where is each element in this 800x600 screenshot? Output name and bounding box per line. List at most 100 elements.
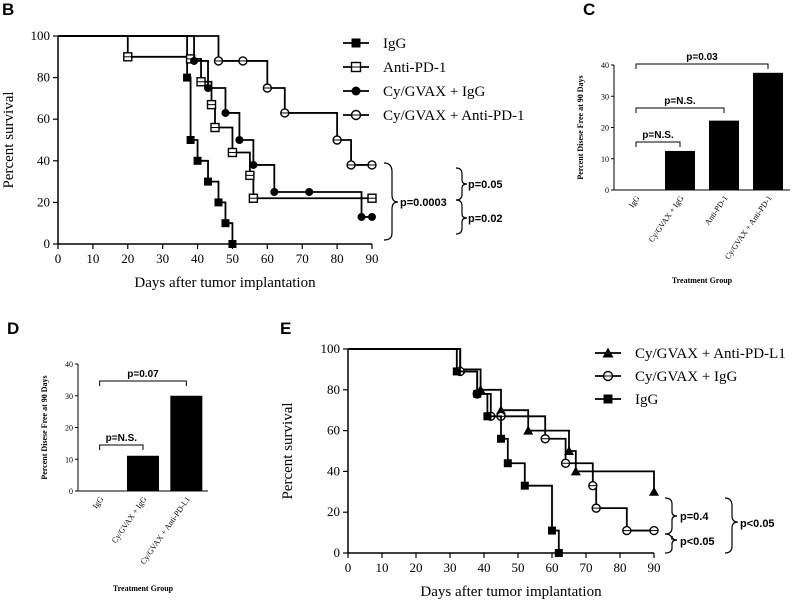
- x-tick-label: IgG: [627, 194, 642, 210]
- series-line-cy-gvax-anti-pd-l1: [348, 348, 655, 492]
- y-tick-label: 20: [65, 424, 73, 433]
- x-tick-label: 0: [345, 560, 352, 575]
- y-tick-label: 0: [605, 186, 609, 195]
- point-cy-gvax-igg: [368, 212, 376, 221]
- p-value-label: p<0.05: [740, 518, 775, 530]
- point-cy-gvax-anti-pd-l1: [496, 405, 506, 415]
- x-tick-label: 90: [648, 560, 661, 575]
- x-tick-label: 60: [261, 251, 274, 266]
- series-line-igg: [348, 348, 560, 553]
- point-cy-gvax-igg: [249, 160, 258, 169]
- panel-e-survival-chart: 0 10 20 30 40 50 60 70 80 90 0 20 40 60 80 100 Days afte…: [280, 341, 786, 600]
- y-tick-label: 30: [65, 392, 73, 401]
- y-tick-label: 40: [65, 360, 73, 369]
- point-cy-gvax-igg: [221, 108, 230, 117]
- x-tick-label: 80: [614, 560, 627, 575]
- y-axis-title: Percent Disese Free at 90 Days: [576, 75, 585, 179]
- point-cy-gvax-igg: [204, 84, 213, 92]
- p-value-label: p=N.S.: [106, 433, 138, 444]
- point-igg: [548, 526, 556, 535]
- x-tick-label: 10: [376, 560, 389, 575]
- x-tick-label: Anti-PD-1: [703, 194, 730, 227]
- point-cy-gvax-igg: [270, 188, 279, 196]
- legend-label-cy-gvax-igg: Cy/GVAX + IgG: [635, 369, 738, 385]
- y-tick-label: 20: [37, 194, 50, 209]
- p-value-label: p<0.05: [680, 536, 715, 548]
- y-tick-label: 100: [31, 28, 51, 43]
- p-value-label: p=0.0003: [400, 197, 447, 209]
- legend-label-cy-gvax-anti-pd-1: Cy/GVAX + Anti-PD-1: [383, 108, 525, 124]
- point-igg: [193, 156, 202, 165]
- x-tick-label: Cy/GVAX + Anti-PD-1: [723, 194, 774, 261]
- bracket-p002: [455, 199, 468, 235]
- legend-label-igg: IgG: [635, 392, 658, 408]
- x-tick-label: 10: [86, 251, 99, 266]
- panel-b-survival-chart: 0 10 20 30 40 50 60 70 80 90 0 20 40 60 80 100 Days afte…: [1, 28, 525, 291]
- x-tick-label: 50: [226, 251, 239, 266]
- legend-marker-cy-gvax-anti-pd-l1: [602, 347, 614, 358]
- point-igg: [221, 219, 230, 228]
- y-tick-label: 40: [37, 153, 50, 168]
- x-axis-title: Days after tumor implantation: [420, 584, 602, 600]
- point-cy-gvax-anti-pd-l1: [649, 486, 659, 496]
- y-tick-label: 20: [327, 504, 340, 519]
- legend-marker-cy-gvax-igg: [351, 86, 361, 96]
- y-axis-title: Percent Disese Free at 90 Days: [40, 375, 49, 479]
- p-value-label: p=0.02: [468, 213, 503, 225]
- y-tick-label: 0: [44, 236, 51, 251]
- x-axis-title: Treatment Group: [672, 276, 733, 285]
- y-tick-label: 40: [601, 61, 609, 70]
- x-tick-label: 50: [512, 560, 525, 575]
- significance-bracket: [635, 107, 725, 113]
- point-igg: [473, 389, 482, 398]
- x-tick-label: Cy/GVAX + Anti-PD-L1: [138, 495, 191, 566]
- p-value-label: p=N.S.: [664, 96, 696, 107]
- bracket-p005-a: [664, 533, 678, 554]
- panel-letter-d: D: [7, 319, 19, 338]
- y-tick-label: 60: [327, 423, 340, 438]
- point-cy-gvax-anti-pd-l1: [570, 466, 581, 476]
- y-tick-label: 10: [65, 455, 73, 464]
- panel-letter-c: C: [583, 0, 595, 19]
- x-tick-label: 80: [331, 251, 344, 266]
- x-tick-label: 30: [156, 251, 169, 266]
- x-axis-title: Days after tumor implantation: [134, 275, 316, 291]
- x-tick-label: 30: [444, 560, 457, 575]
- point-igg: [183, 73, 192, 82]
- point-cy-gvax-igg: [235, 136, 244, 144]
- series-line-igg: [58, 35, 234, 244]
- point-igg: [483, 412, 492, 421]
- bracket-p0003: [383, 162, 399, 241]
- significance-bracket: [635, 141, 681, 147]
- y-tick-label: 80: [327, 382, 340, 397]
- x-tick-label: 90: [366, 251, 379, 266]
- significance-bracket: [635, 63, 769, 69]
- bracket-p005: [455, 167, 468, 201]
- p-value-label: p=0.03: [686, 52, 718, 63]
- x-tick-label: 60: [546, 560, 559, 575]
- y-tick-label: 30: [601, 92, 609, 101]
- x-tick-label: 40: [191, 251, 204, 266]
- point-igg: [228, 240, 237, 248]
- bar-cy-gvax-igg: [127, 455, 159, 491]
- legend-marker-igg: [603, 394, 613, 404]
- point-igg: [452, 367, 461, 376]
- bar-cy-gvax-anti-pd-1: [753, 72, 783, 190]
- bracket-p005-b: [724, 497, 739, 554]
- x-tick-label: 0: [55, 251, 62, 266]
- legend-marker-igg: [351, 38, 361, 48]
- point-igg: [520, 481, 529, 490]
- legend-label-igg: IgG: [383, 36, 406, 52]
- point-igg: [204, 177, 213, 186]
- panel-c-bar-chart: 0 10 20 30 40 IgG Cy/GVAX + IgG Anti-PD-1Cy/GVA…: [576, 52, 790, 285]
- x-tick-label: Cy/GVAX + IgG: [110, 495, 149, 545]
- x-tick-label: 20: [410, 560, 423, 575]
- significance-bracket: [99, 444, 144, 450]
- y-tick-label: 20: [601, 124, 609, 133]
- p-value-label: p=0.07: [127, 369, 159, 380]
- x-tick-label: 70: [296, 251, 309, 266]
- point-cy-gvax-anti-pd-l1: [523, 425, 534, 435]
- y-axis-title: Percent survival: [280, 402, 296, 499]
- x-axis-title: Treatment Group: [113, 584, 174, 593]
